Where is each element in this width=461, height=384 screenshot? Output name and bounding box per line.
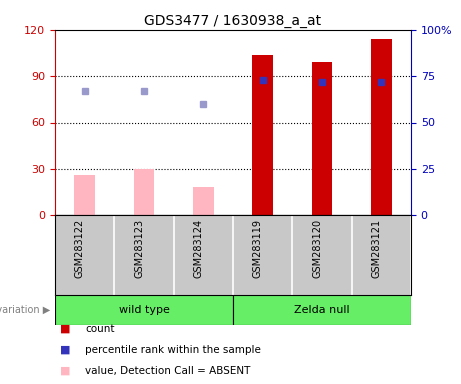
Bar xyxy=(134,169,154,215)
Text: wild type: wild type xyxy=(118,305,170,315)
Text: GSM283119: GSM283119 xyxy=(253,219,263,278)
Bar xyxy=(312,62,332,215)
Bar xyxy=(371,39,392,215)
Text: Zelda null: Zelda null xyxy=(294,305,350,315)
Title: GDS3477 / 1630938_a_at: GDS3477 / 1630938_a_at xyxy=(144,13,322,28)
Text: genotype/variation ▶: genotype/variation ▶ xyxy=(0,305,50,315)
Bar xyxy=(55,295,233,325)
Text: ■: ■ xyxy=(59,366,70,376)
Text: GSM283120: GSM283120 xyxy=(312,219,322,278)
Text: ■: ■ xyxy=(59,345,70,355)
Text: GSM283122: GSM283122 xyxy=(75,219,85,278)
Bar xyxy=(74,175,95,215)
Text: count: count xyxy=(85,324,114,334)
Text: GSM283121: GSM283121 xyxy=(371,219,381,278)
Text: GSM283124: GSM283124 xyxy=(193,219,203,278)
Text: GSM283123: GSM283123 xyxy=(134,219,144,278)
Text: percentile rank within the sample: percentile rank within the sample xyxy=(85,345,261,355)
Bar xyxy=(252,55,273,215)
Text: value, Detection Call = ABSENT: value, Detection Call = ABSENT xyxy=(85,366,250,376)
Text: ■: ■ xyxy=(59,324,70,334)
Bar xyxy=(193,187,214,215)
Bar xyxy=(233,295,411,325)
